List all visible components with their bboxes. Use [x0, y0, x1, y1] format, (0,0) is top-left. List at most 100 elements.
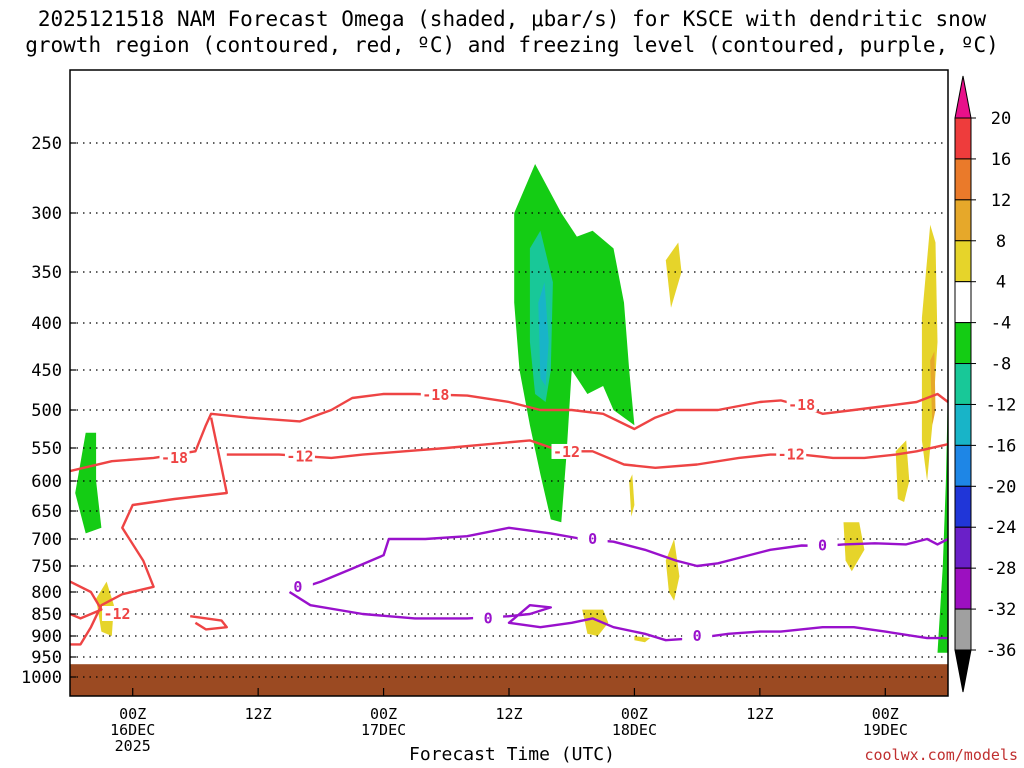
colorbar-bin: [954, 117, 972, 160]
x-tick-label: 00Z: [119, 705, 146, 723]
y-tick-label: 550: [31, 439, 62, 459]
colorbar-bin: [954, 240, 972, 283]
contour-dendritic-0: [69, 392, 949, 473]
colorbar-label: -20: [986, 477, 1017, 497]
contour-label: -12: [778, 446, 805, 464]
omega-region-4: [937, 386, 948, 653]
y-tick-label: 450: [31, 361, 62, 381]
contour-label: 0: [818, 536, 827, 554]
x-tick-label: 00Z: [621, 705, 648, 723]
y-tick-label: 800: [31, 583, 62, 603]
y-tick-label: 600: [31, 472, 62, 492]
omega-region-11: [582, 609, 609, 636]
y-tick-label: 900: [31, 627, 62, 647]
omega-region-12: [629, 474, 635, 517]
contour-label: -18: [161, 449, 188, 467]
y-tick-label: 500: [31, 401, 62, 421]
contour-layer: -18 -18 -18 -12 -12 -12 -12 0 0 0 0 0: [69, 386, 949, 646]
omega-fill-layer: [75, 164, 948, 653]
colorbar: 20 16 12 8 4 -4 -8 -12 -16 -20 -24 -28 -32 -36: [954, 75, 1017, 693]
colorbar-label: -8: [991, 355, 1011, 375]
contour-label-bg: [473, 610, 504, 626]
colorbar-label: -4: [991, 314, 1011, 334]
contour-label: -18: [788, 396, 815, 414]
title-line-2: growth region (contoured, red, ºC) and f…: [25, 33, 999, 57]
colorbar-bin: [954, 363, 972, 405]
x-tick-label: 2025: [115, 737, 151, 755]
colorbar-label: -12: [986, 395, 1017, 415]
colorbar-label: -32: [986, 600, 1017, 620]
x-tick-label: 12Z: [245, 705, 272, 723]
colorbar-bin: [954, 158, 972, 201]
contour-freezing-6: [288, 590, 948, 642]
colorbar-label: -16: [986, 436, 1017, 456]
colorbar-bin: [954, 403, 972, 446]
contour-label-bg: [776, 446, 807, 462]
y-tick-label: 300: [31, 204, 62, 224]
x-tick-label: 00Z: [872, 705, 899, 723]
x-tick-label: 17DEC: [361, 721, 406, 739]
omega-region-8: [843, 522, 865, 572]
contour-label-bg: [102, 606, 133, 621]
x-axis-title: Forecast Time (UTC): [409, 744, 615, 765]
colorbar-bin: [954, 444, 972, 487]
x-tick-label: 12Z: [495, 705, 522, 723]
contour-label-bg: [284, 448, 315, 464]
colorbar-label: 12: [991, 191, 1011, 211]
y-tick-label: 750: [31, 557, 62, 577]
contour-dendritic-1: [70, 417, 229, 646]
colorbar-bin: [954, 608, 972, 651]
contour-label-bg: [577, 531, 608, 546]
contour-label: -12: [553, 443, 580, 461]
colorbar-bin: [954, 485, 972, 528]
colorbar-bottom-arrow: [954, 649, 972, 693]
colorbar-label: -24: [986, 518, 1017, 538]
colorbar-bin: [954, 281, 972, 324]
omega-region-3: [538, 282, 549, 386]
contour-dendritic-4: [190, 615, 229, 631]
contour-label: 0: [588, 530, 597, 548]
contour-label-bg: [159, 449, 190, 465]
colorbar-label: 16: [991, 150, 1011, 170]
colorbar-label: 4: [996, 273, 1006, 293]
colorbar-label: 8: [996, 232, 1006, 252]
omega-region-14: [930, 351, 936, 426]
y-axis: 2503003504004505005506006507007508008509…: [21, 134, 76, 688]
x-tick-label: 16DEC: [110, 721, 155, 739]
title-line-1: 2025121518 NAM Forecast Omega (shaded, μ…: [37, 7, 987, 31]
omega-region-0: [75, 432, 102, 534]
omega-region-5: [665, 242, 682, 308]
colorbar-top-arrow: [954, 75, 972, 119]
contour-label: 0: [293, 578, 302, 596]
x-tick-label: 12Z: [746, 705, 773, 723]
contour-dendritic-2: [226, 439, 949, 469]
y-tick-label: 700: [31, 530, 62, 550]
contour-dendritic-3: [69, 580, 103, 620]
contour-label: -12: [103, 605, 130, 623]
colorbar-bin: [954, 199, 972, 242]
contour-label-bg: [682, 628, 713, 643]
contour-label-bg: [551, 443, 582, 459]
omega-region-9: [665, 539, 680, 601]
credit-text: coolwx.com/models: [864, 746, 1018, 764]
colorbar-bin: [954, 322, 972, 365]
x-tick-label: 18DEC: [612, 721, 657, 739]
colorbar-bin: [954, 526, 972, 569]
omega-region-7: [895, 440, 910, 502]
colorbar-label: 20: [991, 109, 1011, 129]
chart-title: 2025121518 NAM Forecast Omega (shaded, μ…: [0, 6, 1024, 58]
contour-label: -12: [286, 448, 313, 466]
contour-label-bg: [282, 578, 313, 594]
colorbar-bin: [954, 567, 972, 610]
contour-label-bg: [786, 397, 817, 413]
contour-freezing-5: [289, 526, 949, 594]
y-tick-label: 250: [31, 134, 62, 154]
x-tick-label: 19DEC: [863, 721, 908, 739]
y-tick-label: 650: [31, 502, 62, 522]
y-tick-label: 1000: [21, 668, 62, 688]
contour-label: -18: [422, 386, 449, 404]
colorbar-label: -36: [986, 641, 1017, 661]
contour-label: 0: [484, 609, 493, 627]
